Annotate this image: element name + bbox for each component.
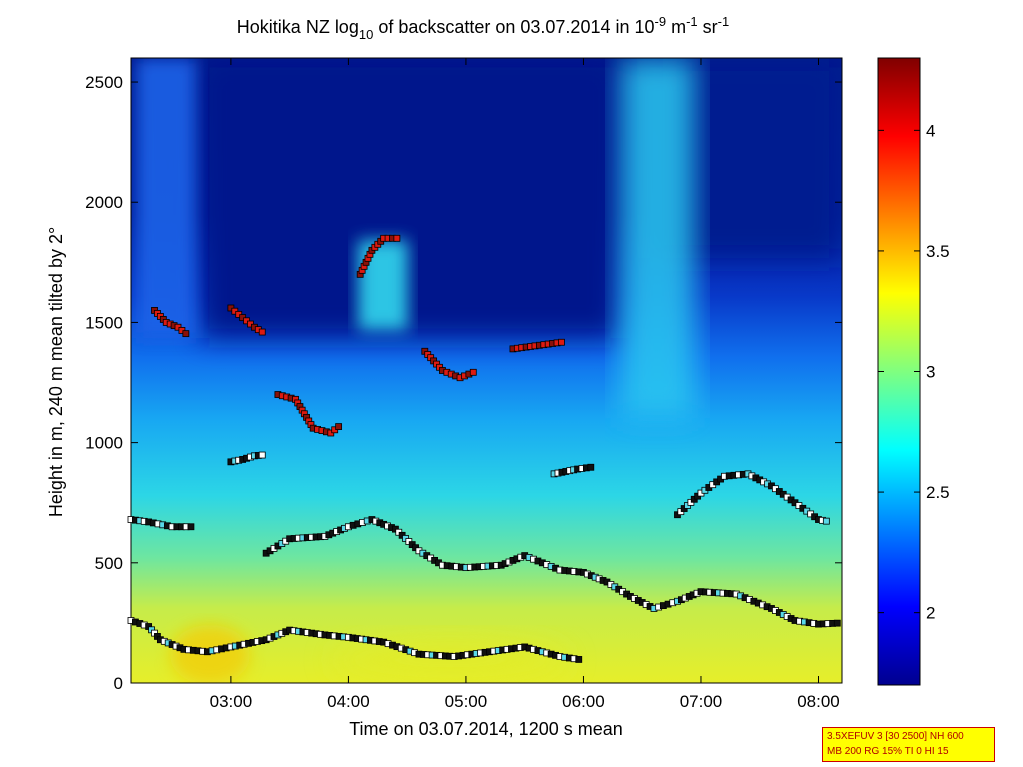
layer-marker	[833, 619, 841, 627]
y-tick-label: 1500	[85, 313, 123, 332]
layer-marker	[575, 656, 583, 663]
x-tick-label: 06:00	[562, 692, 605, 711]
backscatter-heatmap	[131, 58, 842, 683]
x-tick-label: 03:00	[210, 692, 253, 711]
layer-lower-layer	[127, 617, 583, 663]
layer-cloud-base-3	[151, 307, 190, 338]
y-axis: 0 500 1000 1500 2000 2500	[85, 73, 842, 693]
layer-cloud-base-1	[274, 391, 343, 437]
colorbar-tick-label: 2	[926, 604, 935, 623]
layer-marker	[469, 368, 477, 376]
layer-marker	[258, 328, 266, 336]
y-tick-label: 1000	[85, 434, 123, 453]
parameter-line-2: MB 200 RG 15% TI 0 HI 15	[827, 746, 949, 757]
layer-marker	[822, 517, 830, 525]
y-axis-label: Height in m, 240 m mean tilted by 2°	[46, 227, 66, 517]
colorbar	[877, 57, 921, 686]
layer-marker	[258, 451, 266, 459]
y-tick-label: 500	[95, 554, 123, 573]
layer-mid-layer	[262, 516, 841, 628]
layer-cloud-base-5	[509, 338, 565, 353]
x-tick-label: 04:00	[327, 692, 370, 711]
layer-elevated-layer-2	[550, 463, 595, 478]
layer-elevated-layer	[227, 451, 266, 466]
colorbar-ticks: 2 2.5 3 3.5 4	[878, 121, 950, 623]
layer-cloud-base-4	[421, 347, 477, 382]
layer-marker	[393, 234, 401, 242]
colorbar-tick-label: 2.5	[926, 483, 950, 502]
x-tick-label: 08:00	[797, 692, 840, 711]
layer-marker	[182, 330, 190, 338]
y-tick-label: 0	[114, 674, 123, 693]
x-tick-label: 07:00	[680, 692, 723, 711]
layer-marker	[587, 463, 595, 471]
x-tick-label: 05:00	[445, 692, 488, 711]
parameter-line-1: 3.5XEFUV 3 [30 2500] NH 600	[827, 731, 964, 742]
layer-markers	[127, 234, 841, 663]
layer-marker	[558, 338, 565, 346]
parameter-box: 3.5XEFUV 3 [30 2500] NH 600 MB 200 RG 15…	[822, 727, 995, 762]
x-axis-label: Time on 03.07.2014, 1200 s mean	[349, 719, 623, 739]
layer-marker	[335, 423, 343, 430]
y-tick-label: 2000	[85, 193, 123, 212]
layer-cloud-top	[356, 234, 401, 278]
y-tick-label: 2500	[85, 73, 123, 92]
plot-frame	[130, 57, 843, 684]
layer-marker	[187, 523, 195, 531]
colorbar-tick-label: 4	[926, 121, 935, 140]
layer-upper-layer	[674, 470, 830, 525]
colorbar-tick-label: 3.5	[926, 242, 950, 261]
layer-aerosol-top-early	[127, 516, 195, 531]
chart-title: Hokitika NZ log10 of backscatter on 03.0…	[237, 14, 729, 42]
x-axis: 03:00 04:00 05:00 06:00 07:00 08:00	[210, 58, 840, 711]
layer-cloud-base-2	[227, 304, 266, 336]
colorbar-tick-label: 3	[926, 363, 935, 382]
